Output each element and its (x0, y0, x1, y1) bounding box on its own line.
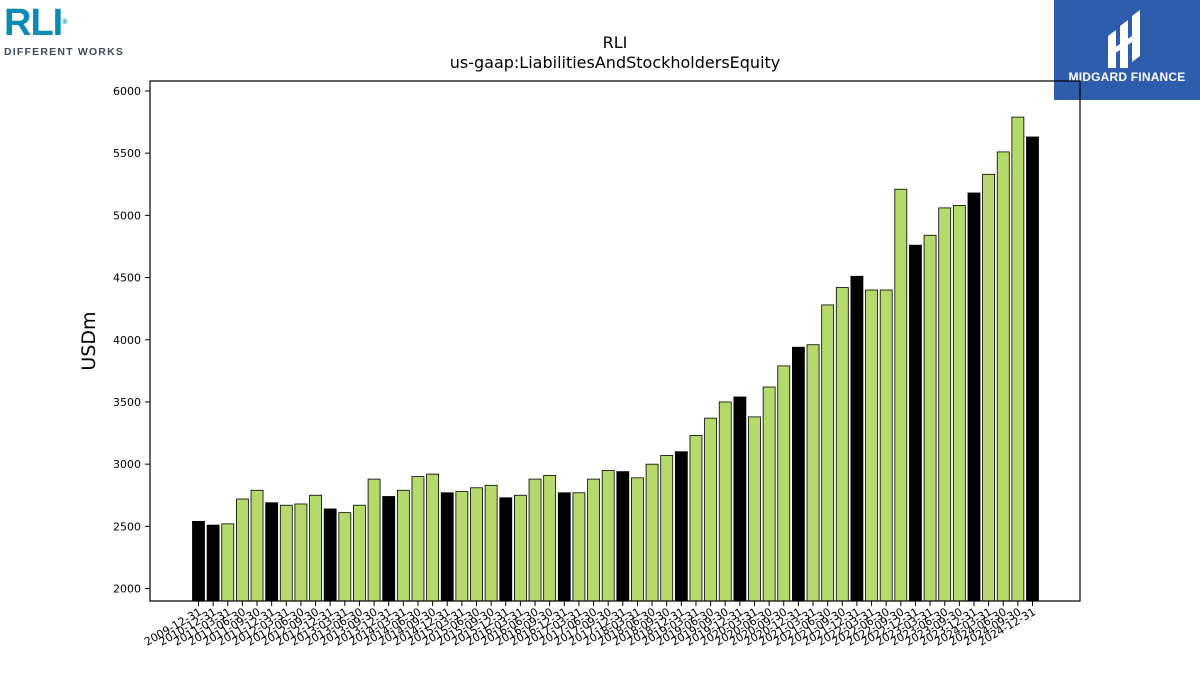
y-tick-label: 4000 (113, 334, 141, 347)
bar-2018-06-30 (645, 463, 659, 602)
bar-2017-03-31 (572, 492, 586, 602)
bar-2017-09-30 (601, 469, 615, 602)
bar-2014-06-30 (411, 476, 425, 602)
y-tick-label: 4500 (113, 272, 141, 285)
bar-2021-06-30 (821, 304, 835, 602)
bar-2016-09-30 (543, 474, 557, 602)
bar-2015-06-30 (470, 487, 483, 602)
bars-group (192, 116, 1039, 602)
rli-logo: RLI® DIFFERENT WORKS (4, 4, 144, 64)
midgard-finance-logo: MIDGARD FINANCE (1054, 0, 1200, 100)
bar-2023-12-31 (967, 192, 981, 602)
bar-2021-03-31 (806, 344, 820, 602)
plot-frame (149, 80, 1081, 602)
y-axis-label: USDm (78, 311, 100, 370)
bar-2013-12-31 (382, 496, 396, 602)
bar-2019-06-30 (704, 417, 718, 602)
bar-2012-06-30 (294, 503, 308, 602)
bar-2022-03-31 (865, 289, 878, 602)
bar-2015-12-31 (499, 497, 513, 602)
y-tick-label: 3500 (113, 396, 141, 409)
bar-2023-09-30 (952, 204, 966, 602)
y-tick-label: 6000 (113, 85, 141, 98)
rli-logo-tagline: DIFFERENT WORKS (4, 46, 125, 58)
bar-2015-09-30 (484, 484, 498, 602)
bar-2022-06-30 (879, 289, 893, 602)
bar-2011-06-30 (235, 498, 249, 602)
bar-2022-12-31 (909, 244, 922, 602)
y-tick-label: 5500 (113, 147, 141, 160)
bar-2013-03-31 (338, 512, 352, 602)
bar-2013-06-30 (353, 504, 366, 602)
y-tick-label: 3000 (113, 458, 141, 471)
bar-2012-03-31 (279, 504, 293, 602)
bar-2014-12-31 (440, 492, 454, 602)
bar-2018-12-31 (674, 451, 688, 602)
midgard-logo-text: MIDGARD FINANCE (1068, 70, 1186, 84)
bar-2011-09-30 (250, 489, 264, 602)
bar-2017-12-31 (616, 471, 630, 602)
bar-2011-03-31 (221, 523, 235, 602)
midgard-emblem-icon (1108, 10, 1140, 68)
x-axis: 2009-12-312010-12-312011-03-312011-06-30… (142, 601, 1038, 649)
bar-2024-06-30 (996, 151, 1010, 602)
bar-2016-03-31 (514, 494, 527, 602)
bar-2016-12-31 (557, 492, 571, 602)
bar-2021-09-30 (835, 287, 849, 602)
bar-2012-09-30 (309, 494, 322, 602)
bar-2009-12-31 (192, 520, 205, 602)
bar-2012-12-31 (323, 508, 337, 602)
bar-2024-09-30 (1011, 116, 1025, 602)
chart-subtitle: us-gaap:LiabilitiesAndStockholdersEquity (450, 53, 781, 72)
bar-2017-06-30 (587, 478, 600, 602)
bar-2023-06-30 (938, 207, 952, 602)
bar-2019-03-31 (689, 435, 703, 602)
y-tick-label: 2000 (113, 583, 141, 596)
bar-2010-12-31 (206, 524, 220, 602)
bar-2016-06-30 (528, 478, 542, 602)
bar-2015-03-31 (455, 491, 469, 602)
bar-2018-09-30 (660, 455, 674, 602)
bar-2020-06-30 (762, 386, 776, 602)
bar-2020-03-31 (748, 416, 761, 602)
bar-2024-12-31 (1026, 136, 1039, 602)
bar-2019-09-30 (718, 401, 732, 602)
bar-2011-12-31 (265, 502, 279, 602)
bar-2019-12-31 (733, 396, 747, 602)
bar-2020-09-30 (777, 365, 791, 602)
bar-2024-03-31 (982, 173, 996, 602)
bar-2022-09-30 (894, 188, 908, 602)
bar-2014-09-30 (426, 473, 440, 602)
bar-2021-12-31 (850, 275, 864, 602)
bar-2023-03-31 (923, 234, 937, 602)
y-tick-label: 2500 (113, 520, 141, 533)
bar-2014-03-31 (396, 489, 410, 602)
bar-2018-03-31 (631, 477, 644, 602)
y-tick-label: 5000 (113, 209, 141, 222)
y-axis: 2000 2500 3000 3500 4000 4500 5000 5500 6000 (113, 85, 150, 596)
rli-logo-mark: RLI® (4, 2, 67, 44)
bar-2013-09-30 (367, 478, 381, 602)
bar-2020-12-31 (792, 346, 805, 602)
chart-title: RLI (603, 33, 628, 52)
